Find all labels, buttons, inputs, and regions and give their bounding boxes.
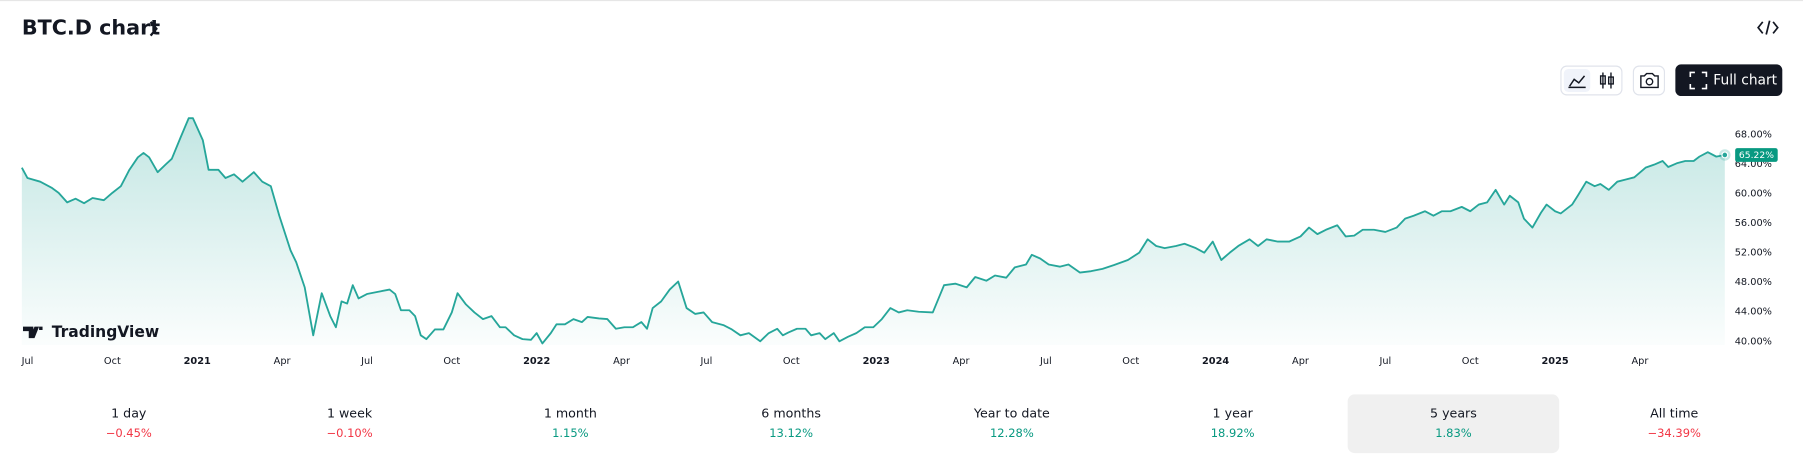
y-tick-label: 44.00% xyxy=(1735,307,1772,318)
title-chevron[interactable] xyxy=(149,21,158,37)
period-label[interactable]: Year to date xyxy=(973,405,1050,420)
x-tick-label: Oct xyxy=(443,356,460,367)
x-tick-label: Jul xyxy=(700,356,713,367)
y-tick-label: 64.00% xyxy=(1735,159,1772,170)
period-change: −0.10% xyxy=(327,426,373,440)
period-selected-bg xyxy=(1347,394,1560,454)
period-label[interactable]: 1 day xyxy=(111,405,147,420)
period-label[interactable]: 5 years xyxy=(1430,405,1477,420)
snapshot-button[interactable] xyxy=(1632,65,1666,96)
last-value-badge xyxy=(1735,148,1778,162)
x-tick-label: Jul xyxy=(360,356,373,367)
period-label[interactable]: 1 week xyxy=(327,405,373,420)
chart-title[interactable]: BTC.D chart xyxy=(22,16,160,40)
x-tick-label: Apr xyxy=(274,356,292,367)
last-value-label: 65.22% xyxy=(1739,150,1774,161)
y-tick-label: 56.00% xyxy=(1735,218,1772,229)
camera-icon xyxy=(1640,72,1659,89)
last-point xyxy=(1721,151,1729,159)
x-tick-label: 2022 xyxy=(523,356,550,367)
period-button[interactable] xyxy=(465,394,677,453)
area-fill xyxy=(21,118,1725,345)
y-tick-label: 40.00% xyxy=(1735,336,1772,347)
price-line xyxy=(21,117,1725,345)
x-tick-label: Oct xyxy=(104,356,121,367)
period-label[interactable]: 1 year xyxy=(1213,405,1254,420)
x-tick-label: Apr xyxy=(1631,356,1649,367)
x-tick-label: 2025 xyxy=(1541,356,1568,367)
period-label[interactable]: 1 month xyxy=(544,405,597,420)
y-tick-label: 48.00% xyxy=(1735,277,1772,288)
x-tick-label: Apr xyxy=(953,356,971,367)
period-label[interactable]: All time xyxy=(1650,405,1698,420)
camera-lens xyxy=(1645,77,1654,86)
period-label[interactable]: 6 months xyxy=(761,405,821,420)
full-chart-label[interactable]: Full chart xyxy=(1713,73,1777,89)
x-tick-label: 2021 xyxy=(184,356,211,367)
embed-icon[interactable] xyxy=(1757,20,1779,35)
logo-text[interactable]: TradingView xyxy=(52,323,160,341)
period-change: −0.45% xyxy=(106,426,152,440)
area-style-icon xyxy=(1568,75,1586,89)
y-tick-label: 68.00% xyxy=(1735,129,1772,140)
x-tick-label: Oct xyxy=(783,356,800,367)
y-tick-label: 60.00% xyxy=(1735,189,1772,200)
x-tick-label: Jul xyxy=(1378,356,1391,367)
period-change: 1.83% xyxy=(1435,426,1472,440)
area-style-button[interactable] xyxy=(1563,69,1591,93)
candle-style-button[interactable] xyxy=(1599,72,1614,89)
period-change: 1.15% xyxy=(552,426,589,440)
x-tick-label: 2024 xyxy=(1202,356,1229,367)
x-tick-label: Jul xyxy=(1039,356,1052,367)
period-button[interactable] xyxy=(1348,394,1560,453)
period-button[interactable] xyxy=(244,394,456,453)
period-button[interactable] xyxy=(1568,394,1780,453)
x-tick-label: Jul xyxy=(21,356,34,367)
period-button[interactable] xyxy=(906,394,1118,453)
x-tick-label: Oct xyxy=(1122,356,1139,367)
period-change: −34.39% xyxy=(1648,426,1702,440)
plot: 40.00% 44.00% 48.00% 52.00% 56.00% 60.00% 64.0… xyxy=(21,117,1778,367)
period-change: 18.92% xyxy=(1211,426,1255,440)
period-row: 1 day −0.45% 1 week −0.10% 1 month 1.15% 6 mon… xyxy=(23,394,1780,454)
x-tick-label: Oct xyxy=(1462,356,1479,367)
period-button[interactable] xyxy=(685,394,897,453)
x-tick-label: Apr xyxy=(1292,356,1310,367)
period-button[interactable] xyxy=(1127,394,1339,453)
x-tick-label: Apr xyxy=(613,356,631,367)
period-change: 13.12% xyxy=(769,426,813,440)
fullscreen-icon xyxy=(1689,71,1708,90)
x-tick-label: 2023 xyxy=(863,356,890,367)
period-button[interactable] xyxy=(23,394,235,453)
y-tick-label: 52.00% xyxy=(1735,248,1772,259)
period-change: 12.28% xyxy=(990,426,1034,440)
logo-icon xyxy=(22,326,43,339)
